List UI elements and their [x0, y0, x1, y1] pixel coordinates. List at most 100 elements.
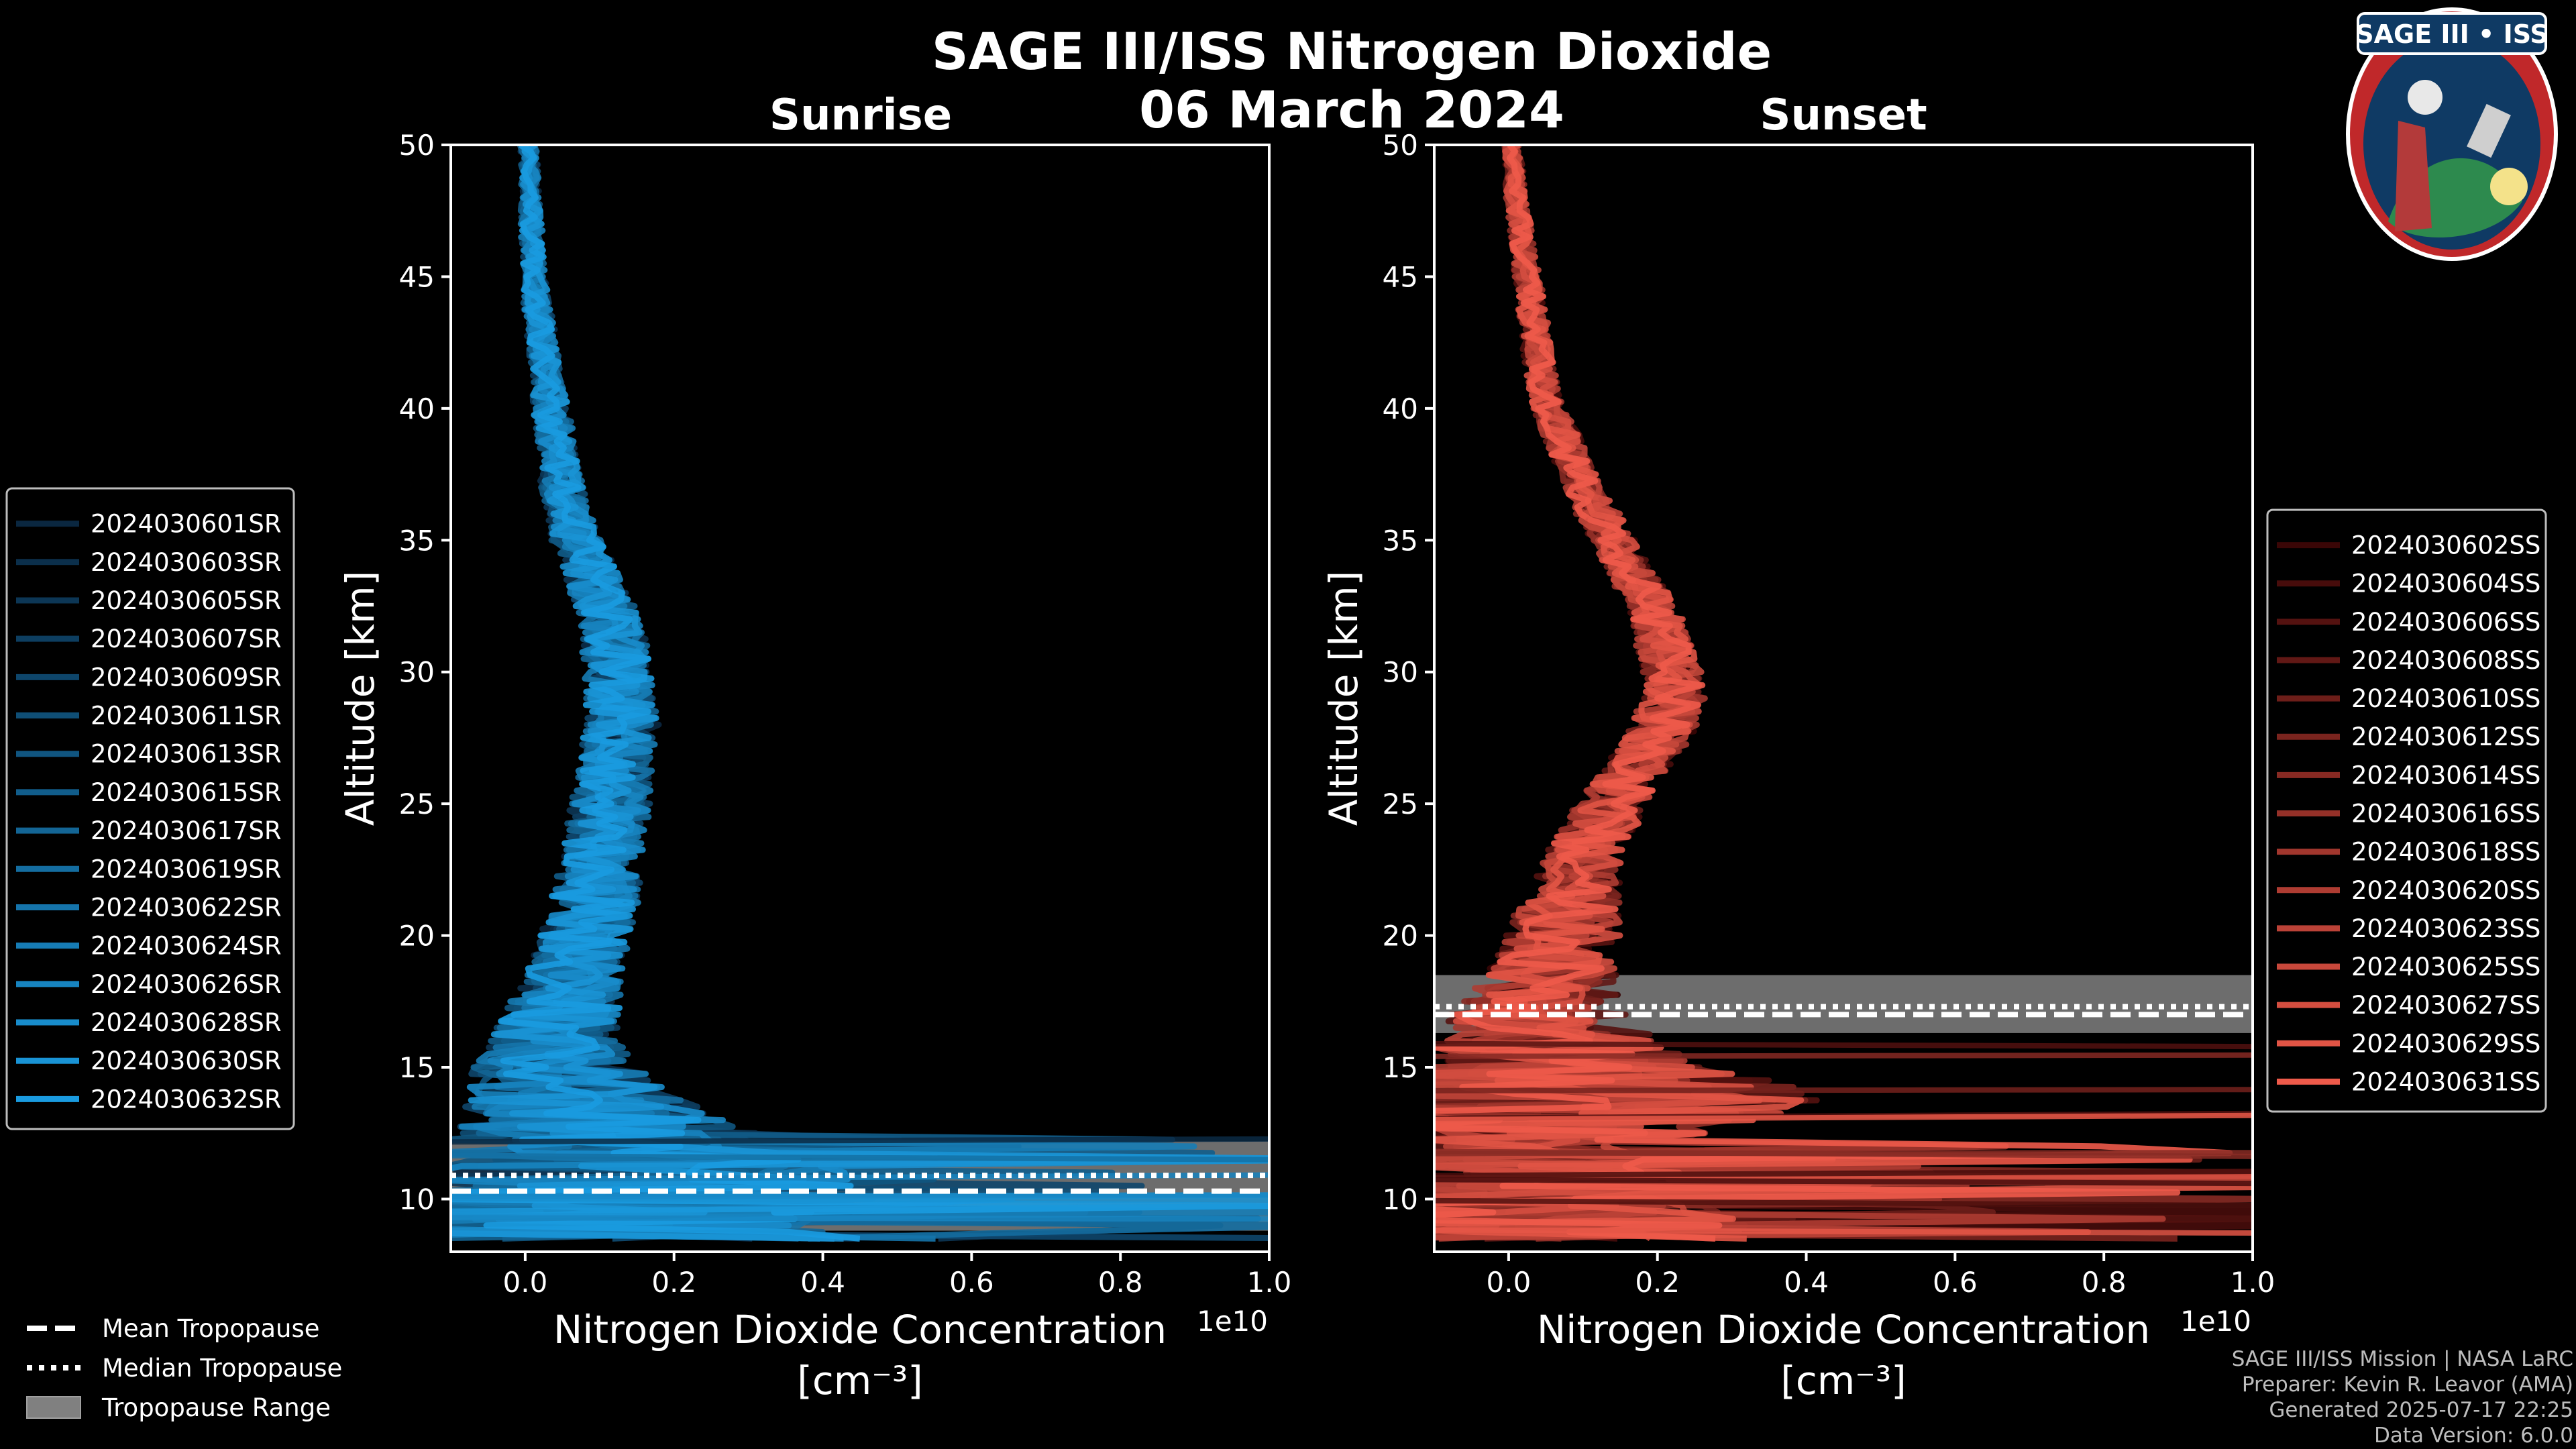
legend-entry: 2024030631SS [2351, 1067, 2540, 1096]
tropopause-legend-entry: Mean Tropopause [102, 1314, 320, 1343]
logo-satellite-icon [2467, 103, 2511, 158]
legend-entry: 2024030608SS [2351, 646, 2540, 675]
sunrise-panel: Sunrise 10 15 20 25 30 35 40 45 50 0.0 0.2 0.4 0.6 0.8… [337, 91, 1292, 1403]
y-tick-label: 45 [399, 260, 435, 293]
legend-entry: 2024030602SS [2351, 531, 2540, 560]
figure-date: 06 March 2024 [1139, 80, 1564, 140]
y-tick-label: 30 [399, 656, 435, 689]
figure-title: SAGE III/ISS Nitrogen Dioxide [932, 21, 1772, 81]
tropopause-range-swatch [26, 1396, 81, 1419]
credit-line: Generated 2025-07-17 22:25 [2269, 1398, 2573, 1422]
profile-line [1434, 1177, 2253, 1187]
plot-area [451, 145, 1269, 1242]
x-tick-label: 1.0 [2231, 1266, 2275, 1299]
tropopause-legend: Mean Tropopause Median Tropopause Tropopau… [26, 1314, 342, 1422]
legend-entry: 2024030626SR [91, 970, 282, 999]
legend-frame [5, 487, 295, 1130]
logo-text: SAGE III • ISS [2355, 19, 2548, 49]
legend-entry: 2024030630SR [91, 1046, 282, 1075]
x-tick-label: 0.4 [800, 1266, 845, 1299]
y-tick-label: 20 [399, 920, 435, 953]
legend-entry: 2024030603SR [91, 548, 282, 577]
profile-line [1434, 1112, 2253, 1122]
x-tick-label: 0.0 [503, 1266, 548, 1299]
x-tick-label: 0.0 [1487, 1266, 1532, 1299]
y-tick-label: 45 [1383, 260, 1418, 293]
legend-entry: 2024030601SR [91, 510, 282, 539]
y-tick-label: 15 [1383, 1051, 1418, 1084]
x-tick-label: 0.6 [1933, 1266, 1978, 1299]
profile-line [1434, 1150, 2253, 1157]
legend-entry: 2024030607SR [91, 625, 282, 653]
profile-line [451, 145, 1269, 1242]
x-offset-label: 1e10 [2180, 1305, 2251, 1338]
credits: SAGE III/ISS Mission | NASA LaRC Prepare… [2232, 1347, 2573, 1448]
x-tick-label: 0.8 [2082, 1266, 2127, 1299]
x-offset-label: 1e10 [1197, 1305, 1268, 1338]
y-tick-label: 25 [399, 788, 435, 820]
legend-entry: 2024030623SS [2351, 914, 2540, 943]
y-axis-label: Altitude [km] [337, 571, 383, 826]
legend-entry: 2024030618SS [2351, 838, 2540, 867]
y-tick-label: 40 [399, 392, 435, 425]
x-axis-label: Nitrogen Dioxide Concentration [553, 1307, 1167, 1352]
profile-line [451, 1215, 1269, 1222]
legend-entry: 2024030622SR [91, 893, 282, 922]
legend-entry: 2024030629SS [2351, 1029, 2540, 1058]
y-tick-label: 40 [1383, 392, 1418, 425]
y-tick-label: 50 [1383, 129, 1418, 162]
legend-entry: 2024030624SR [91, 932, 282, 961]
profile-line [1434, 1169, 2253, 1179]
sunset-panel: Sunset 10 15 20 25 30 35 40 45 50 0.0 0.2 0.4 0.6 0.8 1… [1321, 91, 2275, 1403]
credit-line: SAGE III/ISS Mission | NASA LaRC [2232, 1347, 2573, 1371]
y-tick-label: 50 [399, 129, 435, 162]
legend-entry: 2024030609SR [91, 663, 282, 692]
y-tick-label: 10 [1383, 1183, 1418, 1216]
x-tick-label: 0.2 [1635, 1266, 1680, 1299]
profile-line [1434, 1227, 2253, 1236]
x-axis-unit: [cm⁻³] [797, 1358, 923, 1403]
legend-entry: 2024030627SS [2351, 991, 2540, 1020]
credit-line: Data Version: 6.0.0 [2374, 1424, 2573, 1448]
y-tick-label: 35 [1383, 524, 1418, 557]
legend-entry: 2024030610SS [2351, 684, 2540, 713]
legend-entry: 2024030614SS [2351, 761, 2540, 790]
x-tick-label: 0.6 [949, 1266, 994, 1299]
y-tick-label: 15 [399, 1051, 435, 1084]
axes-frame [1433, 144, 2254, 1253]
sage-mission-logo: SAGE III • ISS [2346, 7, 2558, 261]
profile-line [1434, 1040, 2253, 1050]
legend-entry: 2024030632SR [91, 1085, 282, 1114]
sunrise-legend: 2024030601SR 2024030603SR 2024030605SR 2024… [5, 487, 295, 1130]
profile-line [451, 1172, 1269, 1183]
x-axis-label: Nitrogen Dioxide Concentration [1537, 1307, 2150, 1352]
axes-frame [449, 144, 1271, 1253]
legend-entry: 2024030620SS [2351, 876, 2540, 905]
logo-sun-icon [2490, 168, 2528, 205]
x-tick-label: 0.4 [1784, 1266, 1829, 1299]
legend-entry: 2024030612SS [2351, 722, 2540, 751]
y-tick-label: 30 [1383, 656, 1418, 689]
profile-line [1434, 1087, 2253, 1093]
tropopause-legend-entry: Tropopause Range [101, 1393, 331, 1422]
legend-entry: 2024030617SR [91, 816, 282, 845]
profile-line [451, 1192, 1269, 1199]
y-axis-label: Altitude [km] [1321, 571, 1366, 826]
panel-subtitle: Sunrise [769, 91, 952, 140]
legend-entry: 2024030613SR [91, 740, 282, 769]
profile-line [1434, 1197, 2253, 1208]
panel-subtitle: Sunset [1760, 91, 1927, 140]
y-tick-label: 35 [399, 524, 435, 557]
legend-entry: 2024030606SS [2351, 608, 2540, 637]
profile-line [1434, 1052, 2253, 1059]
x-axis-unit: [cm⁻³] [1780, 1358, 1907, 1403]
legend-entry: 2024030611SR [91, 702, 282, 731]
profile-line [451, 1203, 1269, 1214]
tropopause-legend-entry: Median Tropopause [102, 1354, 342, 1383]
legend-entry: 2024030619SR [91, 855, 282, 883]
x-tick-label: 0.2 [651, 1266, 696, 1299]
profile-line [451, 1136, 1269, 1145]
legend-entry: 2024030625SS [2351, 953, 2540, 981]
x-tick-label: 1.0 [1247, 1266, 1292, 1299]
